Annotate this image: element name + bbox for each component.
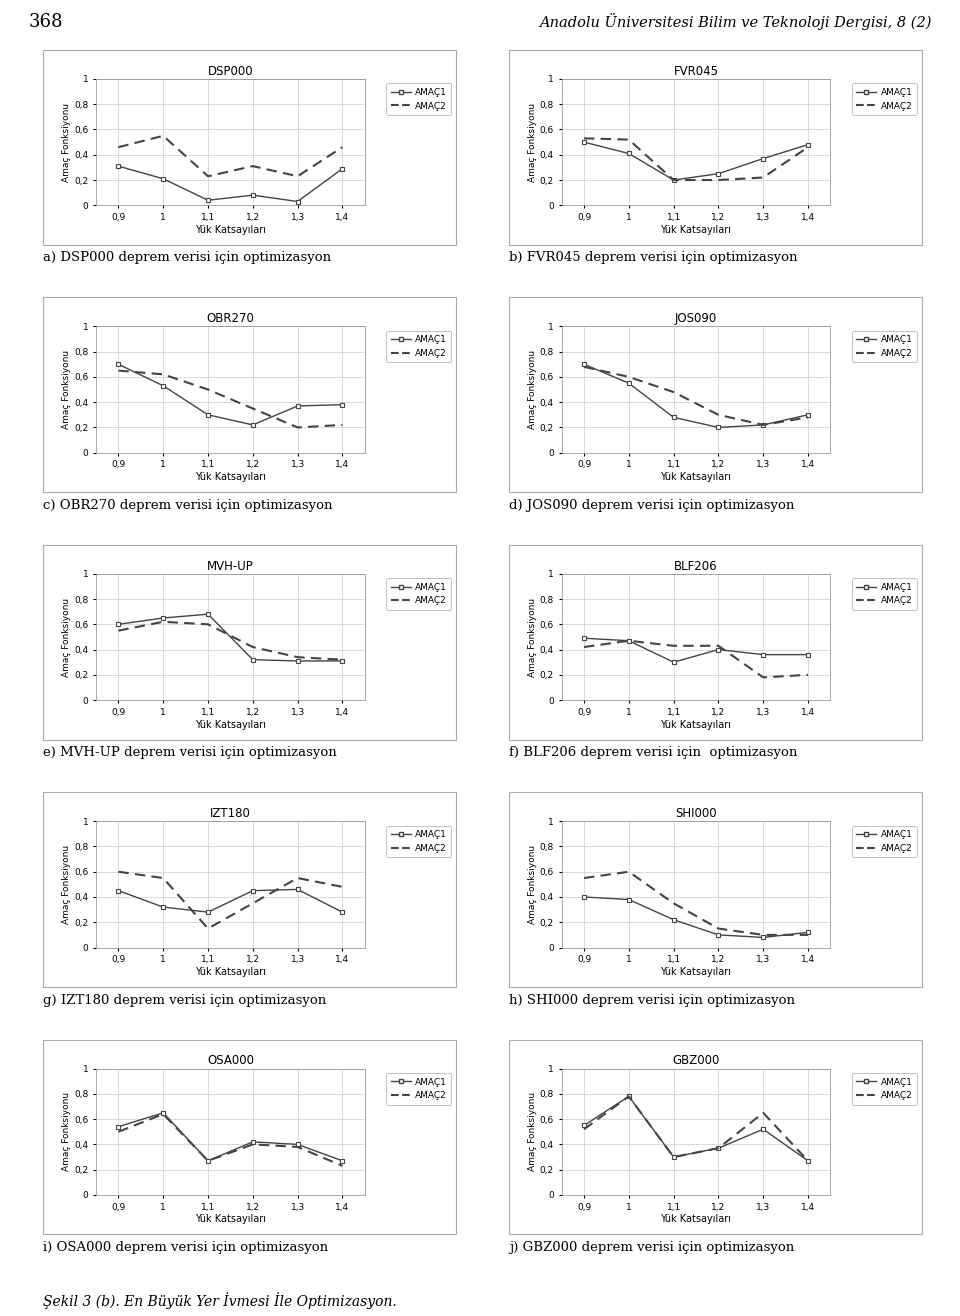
- Title: MVH-UP: MVH-UP: [207, 559, 253, 572]
- Legend: AMAÇ1, AMAÇ2: AMAÇ1, AMAÇ2: [852, 578, 917, 609]
- Title: SHI000: SHI000: [675, 807, 717, 820]
- Title: IZT180: IZT180: [210, 807, 251, 820]
- Title: OSA000: OSA000: [207, 1054, 253, 1067]
- Y-axis label: Amaç Fonksiyonu: Amaç Fonksiyonu: [62, 103, 71, 182]
- Legend: AMAÇ1, AMAÇ2: AMAÇ1, AMAÇ2: [386, 1073, 451, 1104]
- Text: 368: 368: [29, 13, 63, 32]
- Legend: AMAÇ1, AMAÇ2: AMAÇ1, AMAÇ2: [386, 578, 451, 609]
- Text: c) OBR270 deprem verisi için optimizasyon: c) OBR270 deprem verisi için optimizasyo…: [43, 499, 333, 512]
- Legend: AMAÇ1, AMAÇ2: AMAÇ1, AMAÇ2: [852, 825, 917, 857]
- Y-axis label: Amaç Fonksiyonu: Amaç Fonksiyonu: [62, 597, 71, 676]
- X-axis label: Yük Katsayıları: Yük Katsayıları: [660, 967, 732, 976]
- Text: a) DSP000 deprem verisi için optimizasyon: a) DSP000 deprem verisi için optimizasyo…: [43, 251, 331, 265]
- Legend: AMAÇ1, AMAÇ2: AMAÇ1, AMAÇ2: [852, 330, 917, 362]
- Text: j) GBZ000 deprem verisi için optimizasyon: j) GBZ000 deprem verisi için optimizasyo…: [509, 1241, 794, 1254]
- Y-axis label: Amaç Fonksiyonu: Amaç Fonksiyonu: [528, 103, 537, 182]
- Text: f) BLF206 deprem verisi için  optimizasyon: f) BLF206 deprem verisi için optimizasyo…: [509, 746, 797, 759]
- Title: JOS090: JOS090: [675, 312, 717, 325]
- Y-axis label: Amaç Fonksiyonu: Amaç Fonksiyonu: [62, 845, 71, 924]
- Y-axis label: Amaç Fonksiyonu: Amaç Fonksiyonu: [62, 1092, 71, 1171]
- Legend: AMAÇ1, AMAÇ2: AMAÇ1, AMAÇ2: [852, 83, 917, 114]
- Title: DSP000: DSP000: [207, 64, 253, 78]
- Y-axis label: Amaç Fonksiyonu: Amaç Fonksiyonu: [528, 597, 537, 676]
- X-axis label: Yük Katsayıları: Yük Katsayıları: [660, 472, 732, 482]
- Title: BLF206: BLF206: [674, 559, 718, 572]
- Y-axis label: Amaç Fonksiyonu: Amaç Fonksiyonu: [528, 1092, 537, 1171]
- Text: i) OSA000 deprem verisi için optimizasyon: i) OSA000 deprem verisi için optimizasyo…: [43, 1241, 328, 1254]
- Legend: AMAÇ1, AMAÇ2: AMAÇ1, AMAÇ2: [386, 330, 451, 362]
- Y-axis label: Amaç Fonksiyonu: Amaç Fonksiyonu: [62, 350, 71, 429]
- X-axis label: Yük Katsayıları: Yük Katsayıları: [660, 225, 732, 234]
- Legend: AMAÇ1, AMAÇ2: AMAÇ1, AMAÇ2: [386, 825, 451, 857]
- Text: Şekil 3 (b). En Büyük Yer İvmesi İle Optimizasyon.: Şekil 3 (b). En Büyük Yer İvmesi İle Opt…: [43, 1292, 396, 1309]
- Text: h) SHI000 deprem verisi için optimizasyon: h) SHI000 deprem verisi için optimizasyo…: [509, 994, 795, 1007]
- X-axis label: Yük Katsayıları: Yük Katsayıları: [195, 225, 266, 234]
- X-axis label: Yük Katsayıları: Yük Katsayıları: [195, 472, 266, 482]
- X-axis label: Yük Katsayıları: Yük Katsayıları: [660, 1215, 732, 1224]
- X-axis label: Yük Katsayıları: Yük Katsayıları: [195, 720, 266, 729]
- Title: FVR045: FVR045: [674, 64, 718, 78]
- Text: b) FVR045 deprem verisi için optimizasyon: b) FVR045 deprem verisi için optimizasyo…: [509, 251, 798, 265]
- X-axis label: Yük Katsayıları: Yük Katsayıları: [660, 720, 732, 729]
- Text: e) MVH-UP deprem verisi için optimizasyon: e) MVH-UP deprem verisi için optimizasyo…: [43, 746, 337, 759]
- X-axis label: Yük Katsayıları: Yük Katsayıları: [195, 967, 266, 976]
- Legend: AMAÇ1, AMAÇ2: AMAÇ1, AMAÇ2: [852, 1073, 917, 1104]
- Text: Anadolu Üniversitesi Bilim ve Teknoloji Dergisi, 8 (2): Anadolu Üniversitesi Bilim ve Teknoloji …: [539, 13, 931, 30]
- Text: g) IZT180 deprem verisi için optimizasyon: g) IZT180 deprem verisi için optimizasyo…: [43, 994, 326, 1007]
- Y-axis label: Amaç Fonksiyonu: Amaç Fonksiyonu: [528, 845, 537, 924]
- Legend: AMAÇ1, AMAÇ2: AMAÇ1, AMAÇ2: [386, 83, 451, 114]
- X-axis label: Yük Katsayıları: Yük Katsayıları: [195, 1215, 266, 1224]
- Y-axis label: Amaç Fonksiyonu: Amaç Fonksiyonu: [528, 350, 537, 429]
- Title: OBR270: OBR270: [206, 312, 254, 325]
- Text: d) JOS090 deprem verisi için optimizasyon: d) JOS090 deprem verisi için optimizasyo…: [509, 499, 794, 512]
- Title: GBZ000: GBZ000: [672, 1054, 720, 1067]
